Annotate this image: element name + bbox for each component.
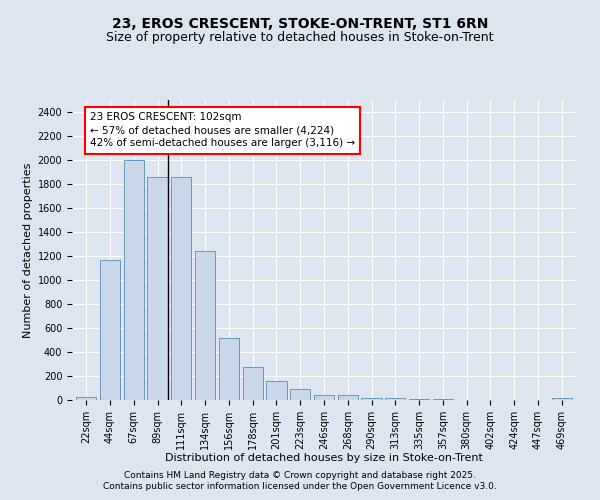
Bar (219, 338, 239, 400)
Bar (290, 389, 310, 400)
Text: Size of property relative to detached houses in Stoke-on-Trent: Size of property relative to detached ho… (106, 31, 494, 44)
X-axis label: Distribution of detached houses by size in Stoke-on-Trent: Distribution of detached houses by size … (165, 454, 483, 464)
Bar (195, 250, 215, 400)
Bar (266, 382, 287, 400)
Text: Contains HM Land Registry data © Crown copyright and database right 2025.: Contains HM Land Registry data © Crown c… (124, 471, 476, 480)
Text: 23 EROS CRESCENT: 102sqm
← 57% of detached houses are smaller (4,224)
42% of sem: 23 EROS CRESCENT: 102sqm ← 57% of detach… (90, 112, 355, 148)
Y-axis label: Number of detached properties: Number of detached properties (23, 162, 34, 338)
Bar (100, 260, 120, 400)
Bar (148, 177, 167, 400)
Bar (314, 394, 334, 400)
Text: 23, EROS CRESCENT, STOKE-ON-TRENT, ST1 6RN: 23, EROS CRESCENT, STOKE-ON-TRENT, ST1 6… (112, 18, 488, 32)
Bar (76, 397, 97, 400)
Bar (124, 160, 144, 400)
Bar (361, 398, 382, 400)
Bar (385, 398, 406, 400)
Text: Contains public sector information licensed under the Open Government Licence v3: Contains public sector information licen… (103, 482, 497, 491)
Bar (338, 394, 358, 400)
Bar (171, 177, 191, 400)
Bar (551, 398, 572, 400)
Bar (242, 367, 263, 400)
